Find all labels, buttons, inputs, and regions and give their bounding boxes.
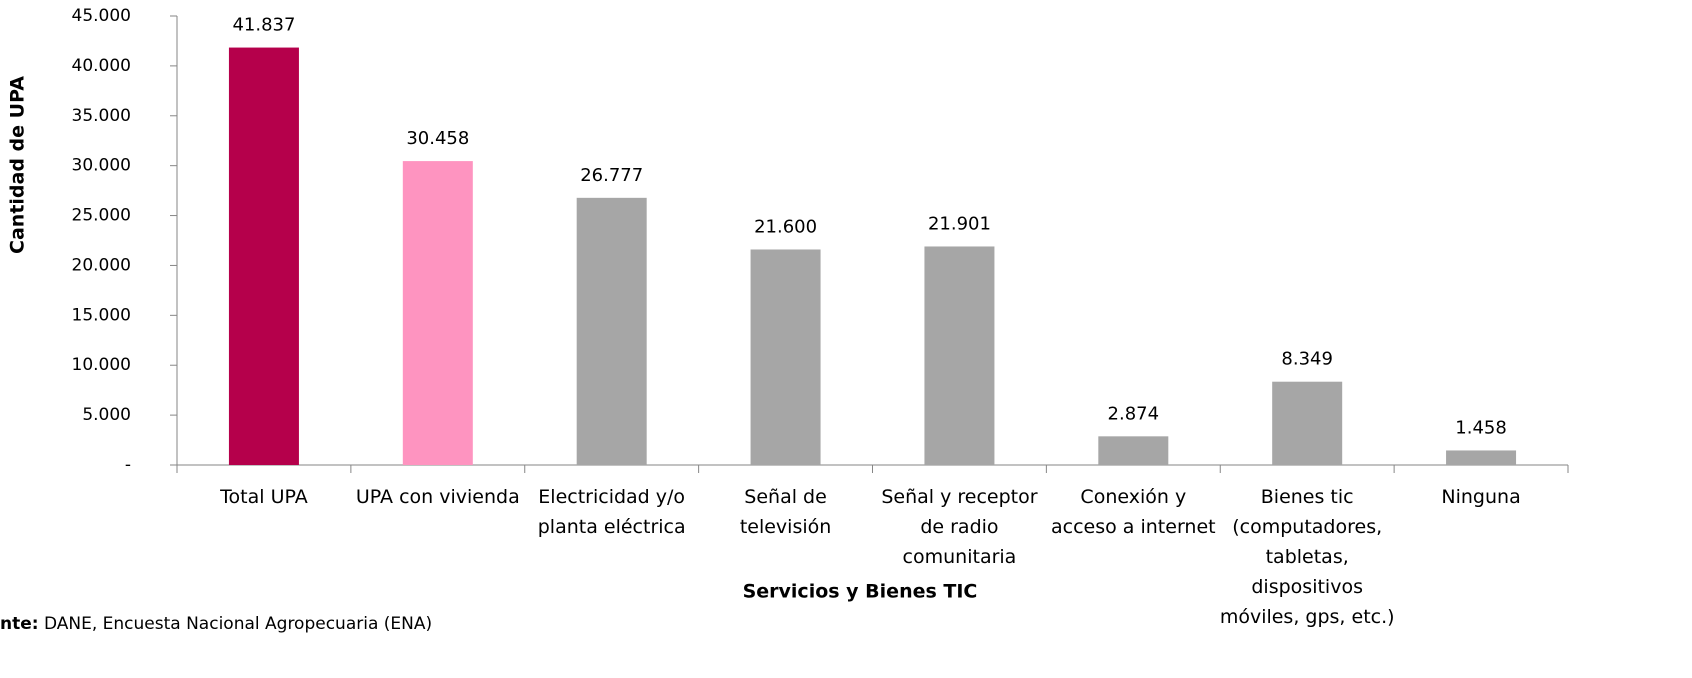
x-tick-label: Electricidad y/o planta eléctrica [537, 486, 686, 538]
y-tick-label: 20.000 [72, 255, 131, 275]
y-tick-label: 40.000 [72, 56, 131, 76]
source-label: nte: [0, 614, 39, 634]
bar [402, 161, 473, 465]
y-tick-label: 25.000 [72, 206, 131, 226]
source-text: DANE, Encuesta Nacional Agropecuaria (EN… [43, 614, 433, 634]
value-label: 26.777 [580, 165, 643, 186]
bar [228, 47, 299, 465]
value-label: 8.349 [1281, 349, 1333, 370]
x-tick-label: Señal de televisión [739, 486, 832, 538]
value-label: 30.458 [406, 128, 469, 149]
bar [750, 249, 821, 465]
y-tick-label: 30.000 [72, 156, 131, 176]
bar [1272, 381, 1343, 465]
y-axis-label: Cantidad de UPA [7, 76, 29, 254]
y-tick-label: 5.000 [82, 405, 131, 425]
x-tick-label: UPA con vivienda [355, 486, 520, 508]
bar [1446, 450, 1517, 465]
bar [576, 197, 647, 465]
x-tick-label: Total UPA [220, 486, 308, 508]
value-label: 2.874 [1108, 403, 1160, 424]
y-tick-label: - [125, 455, 131, 475]
bar [924, 246, 995, 465]
bar [1098, 436, 1169, 465]
value-label: 21.901 [928, 213, 991, 234]
x-axis-label: Servicios y Bienes TIC [743, 581, 978, 603]
value-label: 41.837 [232, 15, 295, 36]
source-note: nte: DANE, Encuesta Nacional Agropecuari… [0, 614, 432, 634]
y-tick-label: 15.000 [72, 305, 131, 325]
x-tick-label: Conexión y acceso a internet [1051, 486, 1216, 538]
x-tick-label: Señal y receptor de radio comunitaria [881, 486, 1038, 568]
value-label: 21.600 [754, 216, 817, 237]
y-tick-label: 35.000 [72, 106, 131, 126]
x-tick-label: Ninguna [1441, 486, 1521, 508]
y-tick-label: 45.000 [72, 6, 131, 26]
y-tick-label: 10.000 [72, 355, 131, 375]
value-label: 1.458 [1455, 417, 1507, 438]
x-tick-label: Bienes tic (computadores, tabletas, disp… [1219, 486, 1395, 628]
